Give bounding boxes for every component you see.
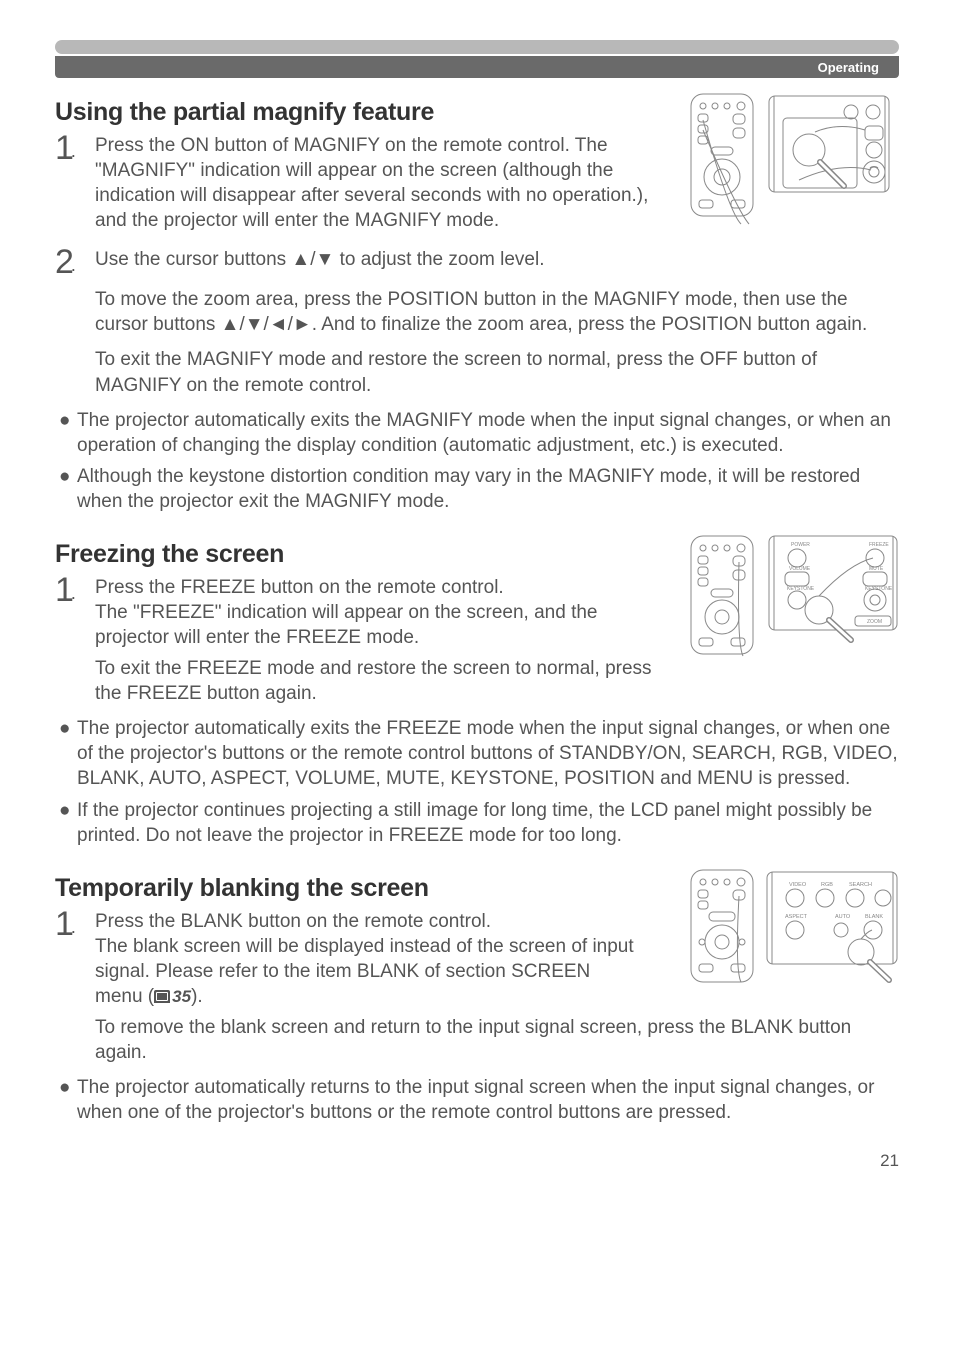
illustration-blank: VIDEO RGB SEARCH ASPECT AUTO BLANK [689,868,899,986]
step-number-2: 2. [55,245,95,279]
bullet-dot: ● [55,716,77,791]
svg-text:RGB: RGB [821,882,833,888]
section-magnify: Using the partial magnify feature 1. Pre… [55,98,899,514]
section-blank: VIDEORGBSEARCH ASPECTAUTOBLANK Temporari… [55,874,899,1126]
blank-step1a-text: Press the BLANK button on the remote con… [95,911,491,932]
magnify-bullet-1: ● The projector automatically exits the … [55,408,899,458]
svg-text:KEYSTONE: KEYSTONE [865,586,893,592]
freeze-bullet-1: ● The projector automatically exits the … [55,716,899,791]
header-strip: Operating [55,56,899,78]
magnify-step-2: 2. Use the cursor buttons ▲/▼ to adjust … [55,247,899,281]
freeze-step1a-text: Press the FREEZE button on the remote co… [95,577,504,598]
blank-bullet1-text: The projector automatically returns to t… [77,1075,899,1125]
magnify-bullet2-text: Although the keystone distortion conditi… [77,464,899,514]
svg-text:AUTO: AUTO [835,914,851,920]
svg-text:ZOOM: ZOOM [867,619,882,625]
illustration-magnify [689,92,899,227]
svg-text:ASPECT: ASPECT [785,914,808,920]
svg-text:VOLUME: VOLUME [789,566,811,572]
step-number-1: 1. [55,131,95,231]
magnify-step2b-text: To move the zoom area, press the POSITIO… [95,287,899,337]
section-freeze: POWER FREEZE VOLUME MUTE KEYSTONE KEYSTONE… [55,540,899,848]
freeze-bullet2-text: If the projector continues projecting a … [77,798,899,848]
svg-text:FREEZE: FREEZE [869,542,889,548]
svg-text:SEARCH: SEARCH [849,882,872,888]
magnify-step2a-text: Use the cursor buttons ▲/▼ to adjust the… [95,247,899,281]
blank-step1b-post: ). [191,986,203,1007]
svg-text:MUTE: MUTE [869,566,884,572]
bullet-dot: ● [55,798,77,848]
page-number: 21 [55,1151,899,1171]
svg-text:KEYSTONE: KEYSTONE [787,586,815,592]
top-divider-bar [55,40,899,54]
header-category: Operating [818,60,879,75]
blank-ref: 35 [172,987,191,1006]
bullet-dot: ● [55,408,77,458]
magnify-bullet1-text: The projector automatically exits the MA… [77,408,899,458]
magnify-bullet-2: ● Although the keystone distortion condi… [55,464,899,514]
bullet-dot: ● [55,464,77,514]
svg-text:POWER: POWER [791,542,810,548]
blank-bullet-1: ● The projector automatically returns to… [55,1075,899,1125]
magnify-step1-text: Press the ON button of MAGNIFY on the re… [95,133,670,233]
freeze-bullet1-text: The projector automatically exits the FR… [77,716,899,791]
step-number-1: 1. [55,573,95,648]
blank-step1c-text: To remove the blank screen and return to… [95,1015,899,1065]
book-icon [154,990,170,1003]
illustration-freeze: POWER FREEZE VOLUME MUTE KEYSTONE KEYSTONE… [689,534,899,659]
bullet-dot: ● [55,1075,77,1125]
freeze-step1b-text: The "FREEZE" indication will appear on t… [95,602,597,648]
freeze-bullet-2: ● If the projector continues projecting … [55,798,899,848]
svg-text:BLANK: BLANK [865,914,883,920]
step-number-1: 1. [55,907,95,1007]
svg-text:VIDEO: VIDEO [789,882,807,888]
magnify-step2c-text: To exit the MAGNIFY mode and restore the… [95,347,899,397]
freeze-step1c-text: To exit the FREEZE mode and restore the … [95,656,675,706]
